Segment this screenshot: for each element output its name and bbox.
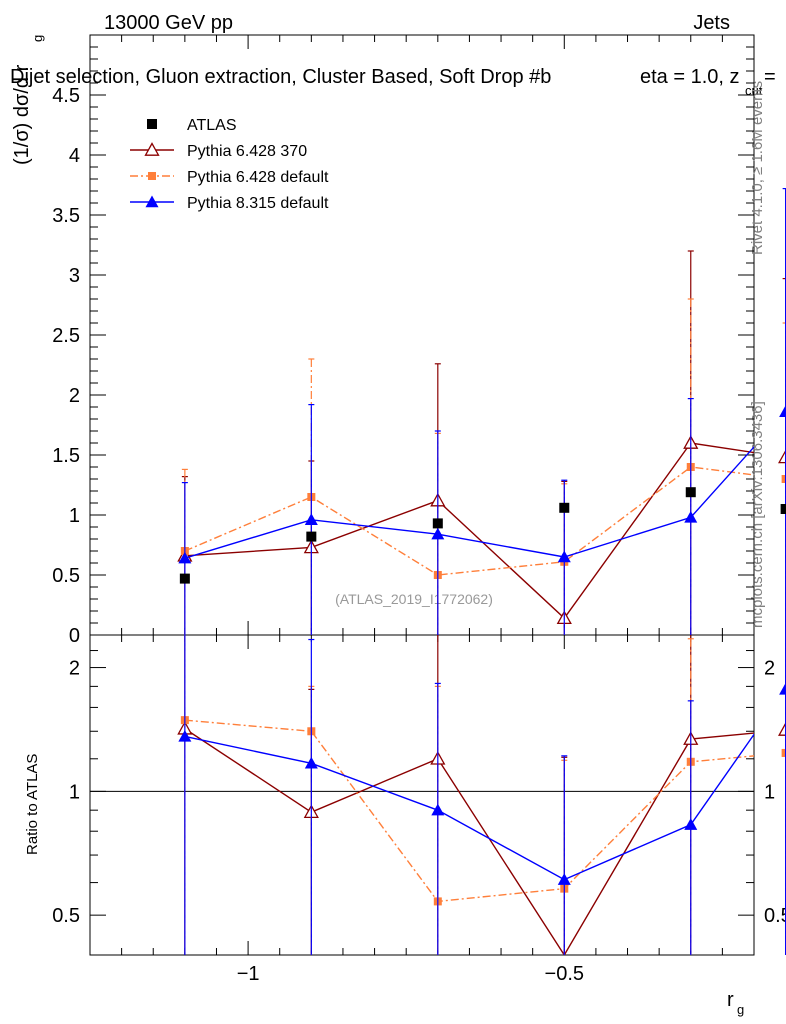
- cut-label: eta = 1.0, z: [640, 66, 740, 88]
- ratio-pythia-6-428-370-line: [184, 728, 754, 955]
- ratio-pythia-8-315-default-line: [184, 733, 754, 881]
- legend-pythia-8-315-default-label: Pythia 8.315 default: [187, 195, 329, 212]
- rivet-version-label: Rivet 4.1.0, ≥ 1.6M events: [749, 81, 766, 255]
- main-pythia-6-428-370-line: [184, 442, 754, 620]
- y-tick-label: 3.5: [52, 205, 80, 227]
- y-tick-label: 2.5: [52, 325, 80, 347]
- x-axis-title-subscript: g: [737, 1002, 744, 1017]
- cut-suffix: =: [764, 66, 776, 88]
- main-y-axis-title-subscript: g: [30, 35, 45, 42]
- main-pythia-6-428-370-point: [778, 449, 786, 464]
- main-atlas-point: [559, 502, 570, 513]
- y-tick-label: 1.5: [52, 445, 80, 467]
- main-atlas-point: [179, 573, 190, 584]
- ratio-pythia-6-428-370-point: [778, 722, 786, 736]
- selection-title: Dijet selection, Gluon extraction, Clust…: [10, 66, 551, 88]
- ratio-y-tick-label: 2: [69, 658, 80, 680]
- energy-label: 13000 GeV pp: [104, 12, 233, 34]
- ratio-y-tick-label-right: 2: [764, 658, 775, 680]
- main-pythia-8-315-default-point: [178, 551, 192, 564]
- ratio-y-tick-label-right: 0.5: [764, 905, 786, 927]
- x-tick-label: −0.5: [545, 963, 584, 985]
- legend-atlas-label: ATLAS: [187, 117, 237, 134]
- ratio-pythia-8-315-default-point: [431, 803, 445, 816]
- y-tick-label: 3: [69, 265, 80, 287]
- ratio-pythia-8-315-default-point: [684, 818, 698, 830]
- x-tick-label: −1: [237, 963, 260, 985]
- x-axis-title: r: [727, 989, 734, 1011]
- main-pythia-8-315-default-point: [684, 510, 698, 523]
- category-label: Jets: [693, 12, 730, 34]
- main-pythia-6-428-default-point: [781, 475, 786, 483]
- main-atlas-point: [432, 518, 443, 529]
- y-tick-label: 0.5: [52, 565, 80, 587]
- ratio-pythia-6-428-default-line: [184, 719, 754, 903]
- main-pythia-8-315-default-point: [431, 527, 445, 540]
- main-pythia-8-315-default-point: [304, 513, 318, 525]
- y-tick-label: 4.5: [52, 85, 80, 107]
- legend-pythia-6-428-370-marker: [144, 142, 160, 156]
- legend-pythia-6-428-default-marker: [148, 172, 156, 180]
- ratio-y-tick-label: 0.5: [52, 905, 80, 927]
- ratio-pythia-8-315-default-point: [304, 756, 318, 769]
- main-pythia-8-315-default-line: [184, 445, 754, 559]
- main-atlas-point: [685, 487, 696, 498]
- main-pythia-8-315-default-point: [779, 405, 786, 417]
- ratio-pythia-8-315-default-point: [779, 682, 786, 695]
- y-tick-label: 0: [69, 625, 80, 647]
- main-y-axis-title: (1/σ) dσ/d r: [11, 64, 33, 165]
- analysis-watermark: (ATLAS_2019_I1772062): [335, 591, 493, 607]
- ratio-pythia-8-315-default-point: [557, 873, 571, 885]
- y-tick-label: 1: [69, 505, 80, 527]
- ratio-y-tick-label: 1: [69, 781, 80, 803]
- ratio-y-tick-label-right: 1: [764, 781, 775, 803]
- cut-subscript: cut: [745, 83, 763, 98]
- ratio-y-axis-title: Ratio to ATLAS: [24, 754, 41, 855]
- legend-pythia-6-428-370-label: Pythia 6.428 370: [187, 143, 307, 160]
- main-atlas-point: [780, 504, 786, 514]
- main-atlas-point: [306, 531, 317, 542]
- legend-pythia-6-428-default-label: Pythia 6.428 default: [187, 169, 329, 186]
- main-pythia-8-315-default-point: [557, 550, 571, 563]
- mcplots-label: mcplots.cern.ch [arXiv:1306.3436]: [749, 401, 766, 628]
- main-pythia-6-428-default-line: [184, 466, 754, 576]
- ratio-pythia-8-315-default-point: [178, 729, 192, 742]
- legend-atlas-marker: [147, 119, 157, 129]
- y-tick-label: 4: [69, 145, 80, 167]
- y-tick-label: 2: [69, 385, 80, 407]
- ratio-pythia-6-428-default-point: [781, 748, 786, 757]
- ratio-panel-frame: [89, 634, 755, 956]
- legend-pythia-8-315-default-marker: [145, 195, 159, 208]
